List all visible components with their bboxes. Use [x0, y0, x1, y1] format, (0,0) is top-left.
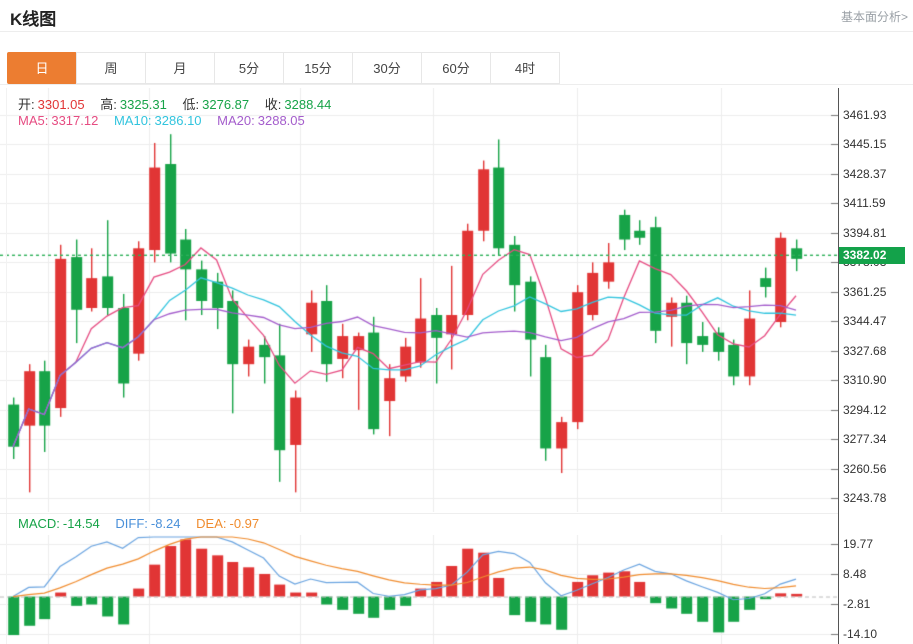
- fundamental-analysis-link[interactable]: 基本面分析>: [840, 10, 908, 24]
- diff-label: DIFF:: [115, 516, 148, 531]
- page-title: K线图: [10, 10, 57, 29]
- open-label: 开:: [18, 97, 35, 112]
- tab-4hour[interactable]: 4时: [490, 52, 560, 84]
- y-axis-tick-label: 19.77: [843, 537, 874, 551]
- y-axis-line: [838, 88, 839, 644]
- title-divider: [0, 31, 913, 32]
- dea-value: -0.97: [229, 516, 260, 531]
- tab-30min[interactable]: 30分: [352, 52, 422, 84]
- diff-value: -8.24: [150, 516, 181, 531]
- tab-5min[interactable]: 5分: [214, 52, 284, 84]
- close-label: 收:: [264, 97, 282, 112]
- y-axis-tick-label: 3327.68: [843, 344, 887, 358]
- tab-60min[interactable]: 60分: [421, 52, 491, 84]
- macd-chart-canvas[interactable]: [0, 535, 838, 644]
- ohlc-readout: 开: 3301.05 高: 3325.31 低: 3276.87 收: 3288.44: [18, 94, 334, 113]
- y-axis-tick-label: 3277.34: [843, 432, 887, 446]
- current-price-badge: 3382.02: [839, 247, 905, 264]
- ma5-label: MA5:: [18, 113, 49, 128]
- high-value: 3325.31: [119, 97, 167, 112]
- macd-readout: MACD: -14.54 DIFF: -8.24 DEA: -0.97: [18, 516, 262, 531]
- low-value: 3276.87: [202, 97, 250, 112]
- tab-week[interactable]: 周: [76, 52, 146, 84]
- y-axis-tick-label: 3294.12: [843, 403, 887, 417]
- ma10-value: 3286.10: [154, 113, 202, 128]
- y-axis-tick-label: 3411.59: [843, 196, 886, 210]
- y-axis-tick-label: 8.48: [843, 567, 867, 581]
- ma10-label: MA10:: [113, 113, 152, 128]
- y-axis-tick-label: 3260.56: [843, 462, 887, 476]
- y-axis-tick-label: -14.10: [843, 627, 878, 641]
- macd-label: MACD:: [18, 516, 60, 531]
- tabbar-underline: [0, 84, 913, 85]
- tab-month[interactable]: 月: [145, 52, 215, 84]
- interval-tabbar: 日 周 月 5分 15分 30分 60分 4时: [7, 52, 560, 84]
- plot-left-edge: [6, 88, 7, 644]
- ma20-label: MA20:: [217, 113, 255, 128]
- y-axis-tick-label: 3394.81: [843, 226, 887, 240]
- tab-day[interactable]: 日: [7, 52, 77, 84]
- y-axis-tick-label: 3310.90: [843, 373, 887, 387]
- open-value: 3301.05: [37, 97, 85, 112]
- dea-label: DEA:: [196, 516, 227, 531]
- macd-value: -14.54: [62, 516, 100, 531]
- ma-readout: MA5: 3317.12 MA10: 3286.10 MA20: 3288.05: [18, 113, 308, 128]
- candlestick-chart-canvas[interactable]: [0, 88, 838, 512]
- ma20-value: 3288.05: [257, 113, 305, 128]
- y-axis-tick-label: -2.81: [843, 597, 871, 611]
- y-axis-tick-label: 3428.37: [843, 167, 887, 181]
- close-value: 3288.44: [284, 97, 332, 112]
- tab-15min[interactable]: 15分: [283, 52, 353, 84]
- y-axis-tick-label: 3344.47: [843, 314, 887, 328]
- pane-separator: [0, 513, 838, 514]
- low-label: 低:: [182, 97, 200, 112]
- ma5-value: 3317.12: [51, 113, 99, 128]
- y-axis-tick-label: 3361.25: [843, 285, 887, 299]
- y-axis-tick-label: 3243.78: [843, 491, 887, 505]
- high-label: 高:: [100, 97, 117, 112]
- y-axis-tick-label: 3445.15: [843, 137, 887, 151]
- y-axis-tick-label: 3461.93: [843, 108, 887, 122]
